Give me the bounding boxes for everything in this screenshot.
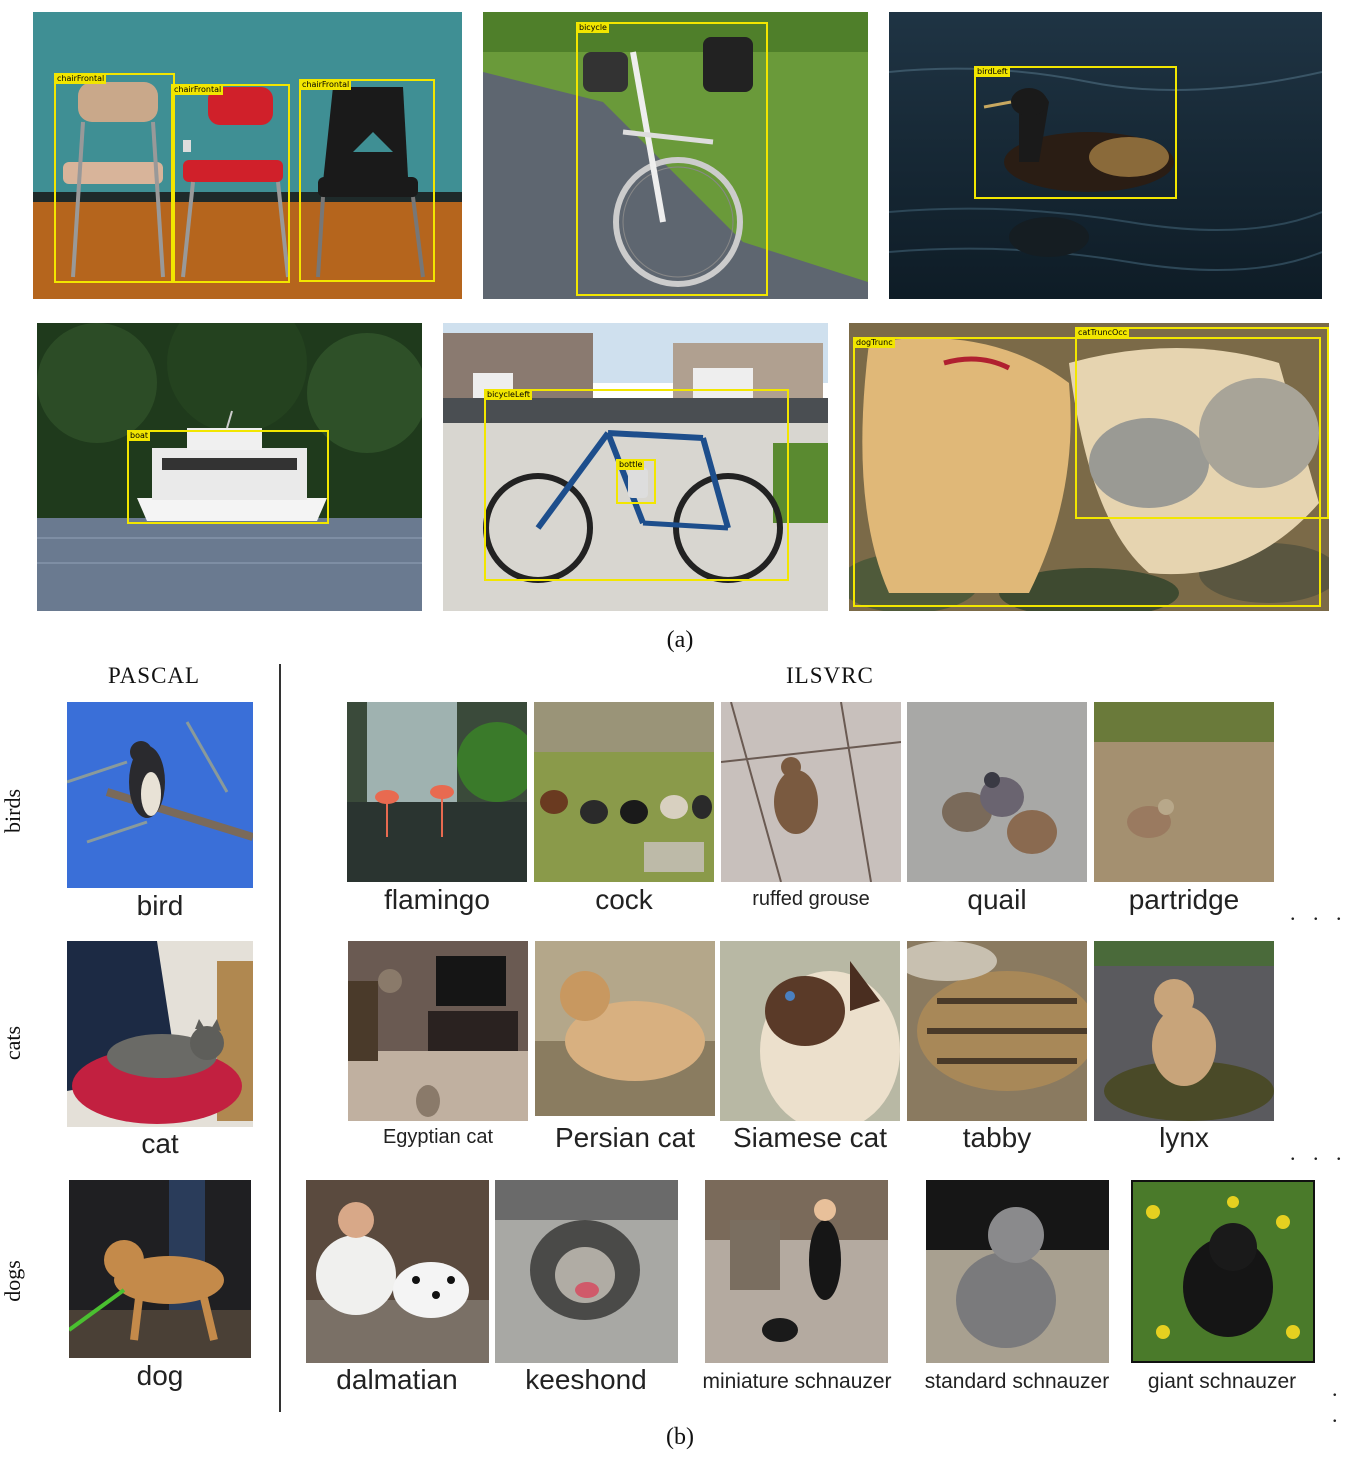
photo-boat: boat — [37, 323, 422, 611]
ellipsis-dogs: . . — [1332, 1376, 1344, 1427]
ilsvrc-tabby-photo — [907, 941, 1087, 1121]
ilsvrc-dalmatian-photo — [306, 1180, 489, 1363]
ilsvrc-quail-label: quail — [967, 884, 1027, 915]
ilsvrc-partridge-label: partridge — [1128, 884, 1240, 915]
ilsvrc-standard-schnauzer-label: standard schnauzer — [924, 1370, 1110, 1393]
bbox-label: dogTrunc — [854, 338, 895, 348]
row-label-cats: cats — [0, 1025, 25, 1061]
bbox-label: bicycleLeft — [485, 390, 533, 400]
ilsvrc-quail-photo — [907, 702, 1087, 882]
bbox-label: chairFrontal — [172, 85, 224, 95]
bbox-bird: birdLeft — [974, 66, 1177, 199]
caption-a: (a) — [666, 627, 694, 653]
ilsvrc-lynx-label: lynx — [1159, 1122, 1209, 1153]
pascal-bird-label: bird — [136, 890, 184, 921]
bbox-chair-1: chairFrontal — [54, 73, 175, 283]
ilsvrc-standard-schnauzer-photo — [926, 1180, 1109, 1363]
ellipsis-cats: . . . — [1290, 1140, 1348, 1165]
bbox-dog: dogTrunc — [853, 337, 1321, 607]
photo-bird: birdLeft — [889, 12, 1322, 299]
bbox-boat: boat — [127, 430, 329, 524]
ilsvrc-giant-schnauzer-label: giant schnauzer — [1147, 1370, 1297, 1393]
ilsvrc-persian-cat-photo — [535, 941, 715, 1116]
bbox-label: birdLeft — [975, 67, 1010, 77]
ilsvrc-persian-cat-label: Persian cat — [554, 1122, 696, 1153]
ilsvrc-lynx-photo — [1094, 941, 1274, 1121]
ilsvrc-keeshond-photo — [495, 1180, 678, 1363]
ilsvrc-flamingo-photo — [347, 702, 527, 882]
ilsvrc-miniature-schnauzer-photo — [705, 1180, 888, 1363]
bbox-chair-3: chairFrontal — [299, 79, 435, 282]
ilsvrc-siamese-cat-photo — [720, 941, 900, 1121]
bbox-label: boat — [128, 431, 151, 441]
photo-bicycle-bottle: bicycleLeft bottle — [443, 323, 828, 611]
ilsvrc-miniature-schnauzer-label: miniature schnauzer — [702, 1370, 892, 1393]
ilsvrc-siamese-cat-label: Siamese cat — [732, 1122, 888, 1153]
bbox-label: catTruncOcc — [1076, 328, 1130, 338]
ilsvrc-tabby-label: tabby — [962, 1122, 1032, 1153]
bbox-bicycle: bicycle — [576, 22, 768, 296]
ilsvrc-ruffed-grouse-label: ruffed grouse — [752, 888, 870, 910]
pascal-dog-photo — [69, 1180, 251, 1358]
bbox-cat: catTruncOcc — [1075, 327, 1329, 519]
ilsvrc-ruffed-grouse-photo — [721, 702, 901, 882]
ilsvrc-partridge-photo — [1094, 702, 1274, 882]
bbox-bicycle-left: bicycleLeft — [484, 389, 789, 581]
row-label-dogs: dogs — [0, 1260, 25, 1302]
row-label-birds: birds — [0, 789, 25, 833]
ilsvrc-egyptian-cat-photo — [348, 941, 528, 1121]
photo-dog-cat: dogTrunc catTruncOcc — [849, 323, 1329, 611]
ilsvrc-cock-label: cock — [595, 884, 653, 915]
pascal-dog-label: dog — [136, 1360, 184, 1391]
ilsvrc-keeshond-label: keeshond — [525, 1364, 647, 1395]
ilsvrc-cock-photo — [534, 702, 714, 882]
bbox-label: bicycle — [577, 23, 609, 33]
ilsvrc-flamingo-label: flamingo — [384, 884, 490, 915]
bbox-chair-2: chairFrontal — [171, 84, 290, 283]
pascal-cat-photo — [67, 941, 253, 1127]
bbox-bottle: bottle — [616, 459, 656, 504]
ilsvrc-giant-schnauzer-photo — [1131, 1180, 1315, 1363]
pascal-bird-photo — [67, 702, 253, 888]
ilsvrc-dalmatian-label: dalmatian — [336, 1364, 458, 1395]
pascal-cat-label: cat — [141, 1128, 179, 1159]
caption-b: (b) — [666, 1424, 694, 1450]
bbox-label: chairFrontal — [300, 80, 352, 90]
ellipsis-birds: . . . — [1290, 900, 1348, 925]
bbox-label: chairFrontal — [55, 74, 107, 84]
pascal-heading: PASCAL — [108, 663, 201, 688]
divider — [279, 664, 281, 1412]
photo-chairs: chairFrontal chairFrontal chairFrontal — [33, 12, 462, 299]
ilsvrc-heading: ILSVRC — [786, 663, 874, 688]
photo-bicycle: bicycle — [483, 12, 868, 299]
bbox-label: bottle — [617, 460, 645, 470]
ilsvrc-egyptian-cat-label: Egyptian cat — [382, 1126, 494, 1148]
